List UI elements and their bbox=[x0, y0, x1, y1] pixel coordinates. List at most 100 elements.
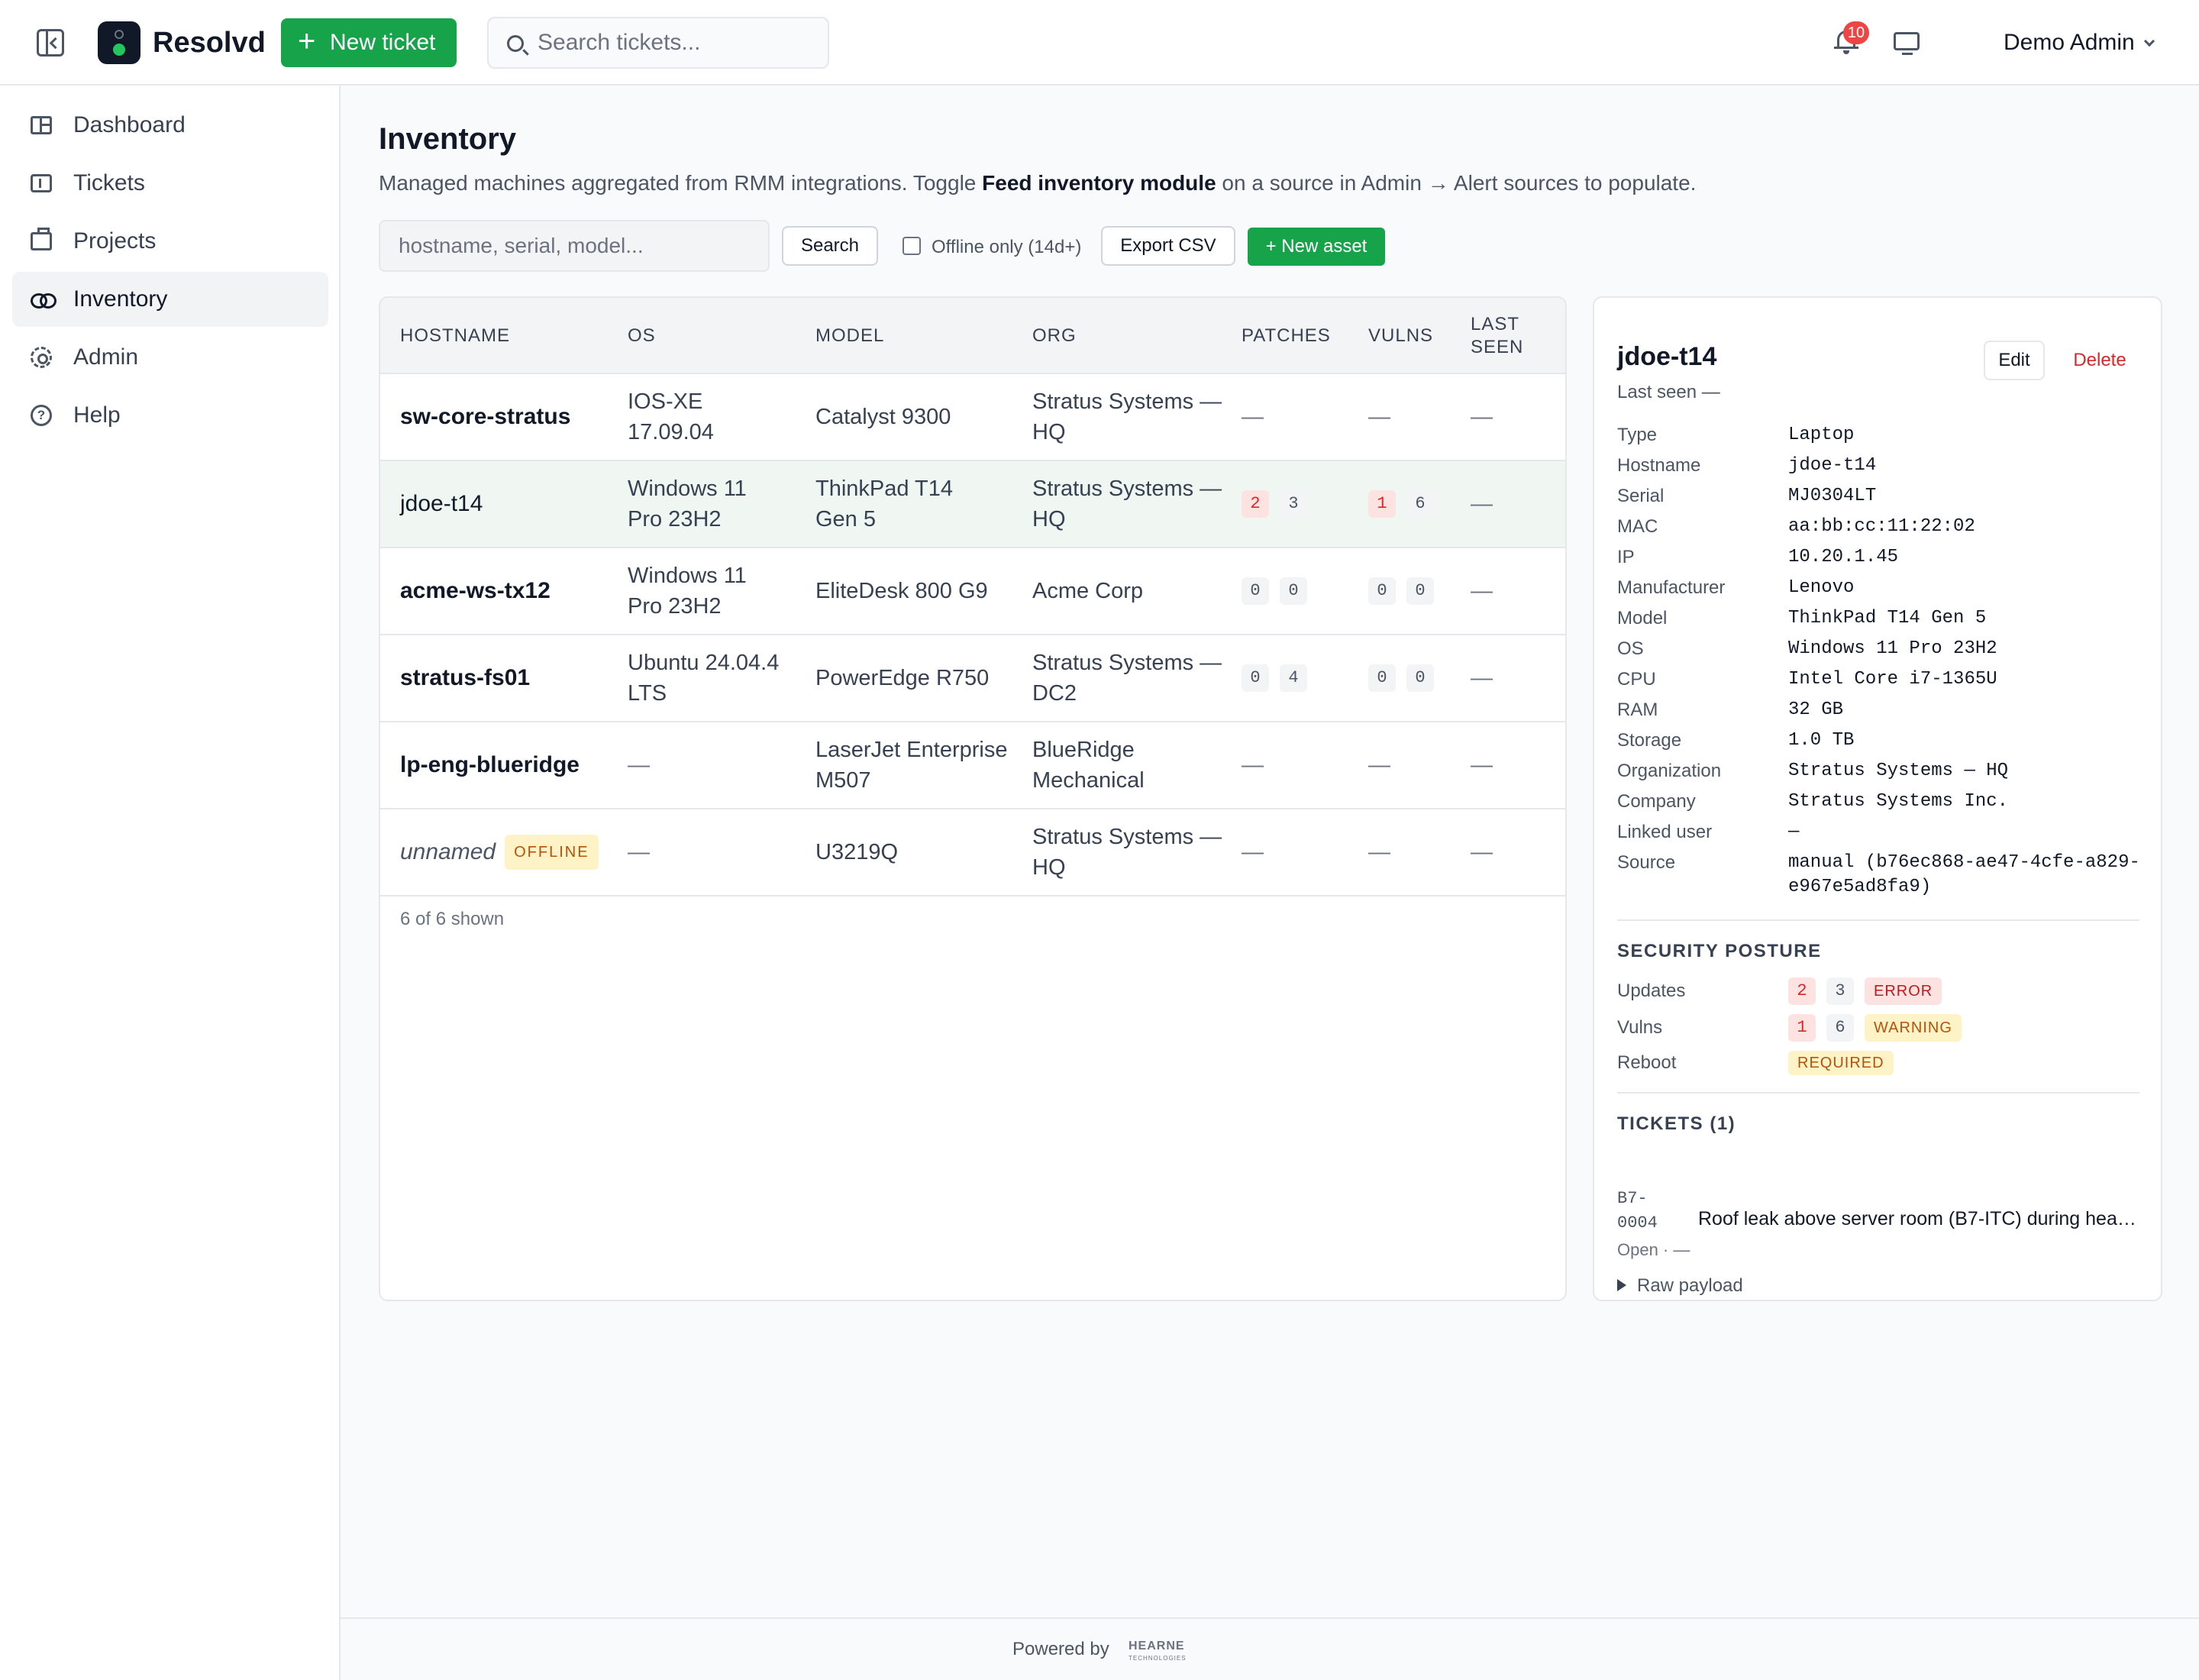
sidebar-item-inventory[interactable]: Inventory bbox=[12, 272, 328, 327]
field-value: Windows 11 Pro 23H2 bbox=[1788, 638, 1997, 659]
reboot-status-badge: REQUIRED bbox=[1788, 1051, 1894, 1075]
cell-model: LaserJet Enterprise M507 bbox=[815, 738, 1008, 793]
hearne-logo: HEARNE TECHNOLOGIES bbox=[1129, 1640, 1187, 1665]
cell-model: U3219Q bbox=[815, 840, 899, 864]
cell-last-seen: — bbox=[1471, 666, 1493, 690]
subtitle-text: on a source in Admin → Alert sources to … bbox=[1216, 171, 1697, 195]
table-row[interactable]: unnamed OFFLINE — U3219Q Stratus Systems … bbox=[380, 809, 1565, 897]
column-header-hostname[interactable]: HOSTNAME bbox=[400, 325, 511, 346]
sidebar-item-help[interactable]: ? Help bbox=[12, 388, 328, 443]
sidebar-item-tickets[interactable]: Tickets bbox=[12, 156, 328, 211]
user-name: Demo Admin bbox=[2004, 30, 2135, 55]
field-value: Stratus Systems — HQ bbox=[1788, 761, 2009, 781]
cell-org: Stratus Systems — DC2 bbox=[1032, 651, 1222, 706]
vulns-status-row: 1 6 WARNING bbox=[1788, 1013, 1971, 1043]
sidebar-item-dashboard[interactable]: Dashboard bbox=[12, 98, 328, 153]
cell-hostname: lp-eng-blueridge bbox=[400, 752, 580, 777]
edit-button[interactable]: Edit bbox=[1984, 341, 2045, 380]
cell-model: ThinkPad T14 Gen 5 bbox=[815, 477, 954, 531]
chevron-down-icon bbox=[2143, 35, 2155, 47]
cell-hostname: acme-ws-tx12 bbox=[400, 578, 551, 603]
cell-vulns: — bbox=[1368, 840, 1390, 864]
cell-org: Acme Corp bbox=[1032, 579, 1144, 603]
ticket-title-link[interactable]: Roof leak above server room (B7-ITC) dur… bbox=[1698, 1208, 2141, 1229]
table-row[interactable]: acme-ws-tx12 Windows 11 Pro 23H2 EliteDe… bbox=[380, 548, 1565, 635]
table-row[interactable]: sw-core-stratus IOS-XE 17.09.04 Catalyst… bbox=[380, 374, 1565, 461]
main-content: Inventory Managed machines aggregated fr… bbox=[341, 86, 2199, 1680]
field-label: Serial bbox=[1617, 486, 1665, 506]
monitor-icon[interactable] bbox=[1894, 32, 1920, 55]
brand-logo bbox=[98, 21, 140, 64]
cell-os: Ubuntu 24.04.4 LTS bbox=[628, 651, 780, 706]
disclosure-triangle-icon bbox=[1617, 1279, 1626, 1291]
field-value: Intel Core i7-1365U bbox=[1788, 669, 1997, 690]
cell-org: Stratus Systems — HQ bbox=[1032, 825, 1222, 880]
table-row[interactable]: stratus-fs01 Ubuntu 24.04.4 LTS PowerEdg… bbox=[380, 635, 1565, 722]
cell-model: PowerEdge R750 bbox=[815, 666, 990, 690]
cell-os: — bbox=[628, 753, 650, 777]
sidebar-item-label: Help bbox=[73, 402, 121, 428]
column-header-last-seen[interactable]: LAST SEEN bbox=[1471, 314, 1524, 357]
raw-payload-toggle[interactable]: Raw payload bbox=[1617, 1275, 1743, 1297]
new-asset-button[interactable]: + New asset bbox=[1248, 228, 1385, 266]
updates-status-badge: ERROR bbox=[1865, 977, 1942, 1005]
field-value: 1.0 TB bbox=[1788, 730, 1855, 751]
export-csv-button[interactable]: Export CSV bbox=[1101, 226, 1235, 266]
field-label: Company bbox=[1617, 791, 1696, 812]
reboot-label: Reboot bbox=[1617, 1052, 1677, 1073]
hearne-logo-text: HEARNE bbox=[1129, 1640, 1185, 1653]
reboot-status-row: REQUIRED bbox=[1788, 1048, 1903, 1078]
ticket-icon bbox=[31, 174, 52, 192]
cell-last-seen: — bbox=[1471, 840, 1493, 864]
divider bbox=[1617, 919, 2139, 921]
cell-hostname: unnamed OFFLINE bbox=[400, 809, 599, 895]
vuln-critical-count: 1 bbox=[1368, 490, 1396, 518]
sidebar-item-admin[interactable]: Admin bbox=[12, 330, 328, 385]
column-header-patches[interactable]: PATCHES bbox=[1242, 325, 1331, 346]
inventory-icon bbox=[31, 290, 57, 309]
page-subtitle: Managed machines aggregated from RMM int… bbox=[379, 171, 1696, 195]
cell-org: BlueRidge Mechanical bbox=[1032, 738, 1145, 793]
field-value: 32 GB bbox=[1788, 699, 1844, 720]
table-row-selected[interactable]: jdoe-t14 Windows 11 Pro 23H2 ThinkPad T1… bbox=[380, 461, 1565, 548]
divider bbox=[1617, 1092, 2139, 1094]
raw-payload-label: Raw payload bbox=[1637, 1275, 1743, 1296]
ticket-search-input[interactable] bbox=[538, 18, 820, 67]
field-label: OS bbox=[1617, 638, 1644, 659]
column-header-model[interactable]: MODEL bbox=[815, 325, 885, 346]
search-button[interactable]: Search bbox=[782, 226, 878, 266]
delete-button[interactable]: Delete bbox=[2073, 350, 2126, 370]
sidebar-item-projects[interactable]: Projects bbox=[12, 214, 328, 269]
cell-os: IOS-XE 17.09.04 bbox=[628, 389, 714, 444]
column-header-vulns[interactable]: VULNS bbox=[1368, 325, 1434, 346]
field-value: jdoe-t14 bbox=[1788, 455, 1877, 476]
new-ticket-button[interactable]: + New ticket bbox=[281, 18, 457, 67]
offline-only-label: Offline only (14d+) bbox=[932, 237, 1082, 257]
updates-status-row: 2 3 ERROR bbox=[1788, 976, 1951, 1006]
offline-only-checkbox[interactable] bbox=[903, 236, 921, 255]
offline-badge: OFFLINE bbox=[505, 835, 599, 870]
patch-critical-count: 0 bbox=[1242, 664, 1269, 692]
asset-title: jdoe-t14 bbox=[1617, 342, 1717, 371]
cell-last-seen: — bbox=[1471, 405, 1493, 429]
sidebar: Dashboard Tickets Projects Inventory Adm… bbox=[0, 86, 341, 1680]
gear-icon bbox=[31, 347, 52, 368]
patch-other-count: 3 bbox=[1280, 490, 1307, 518]
column-header-os[interactable]: OS bbox=[628, 325, 656, 346]
user-menu[interactable]: Demo Admin bbox=[2004, 24, 2155, 61]
cell-hostname: stratus-fs01 bbox=[400, 665, 531, 690]
field-label: Hostname bbox=[1617, 455, 1701, 476]
ticket-id[interactable]: B7-0004 bbox=[1617, 1189, 1658, 1233]
top-bar: Resolvd + New ticket 10 Demo Admin bbox=[0, 0, 2199, 86]
column-header-org[interactable]: ORG bbox=[1032, 325, 1077, 346]
table-row[interactable]: lp-eng-blueridge — LaserJet Enterprise M… bbox=[380, 722, 1565, 809]
field-label: Type bbox=[1617, 425, 1658, 445]
field-label: Manufacturer bbox=[1617, 577, 1726, 598]
subtitle-emphasis: Feed inventory module bbox=[982, 171, 1216, 195]
offline-only-filter[interactable]: Offline only (14d+) bbox=[903, 228, 1081, 267]
inventory-search-input[interactable] bbox=[379, 220, 770, 272]
sidebar-toggle-icon[interactable] bbox=[37, 29, 64, 57]
